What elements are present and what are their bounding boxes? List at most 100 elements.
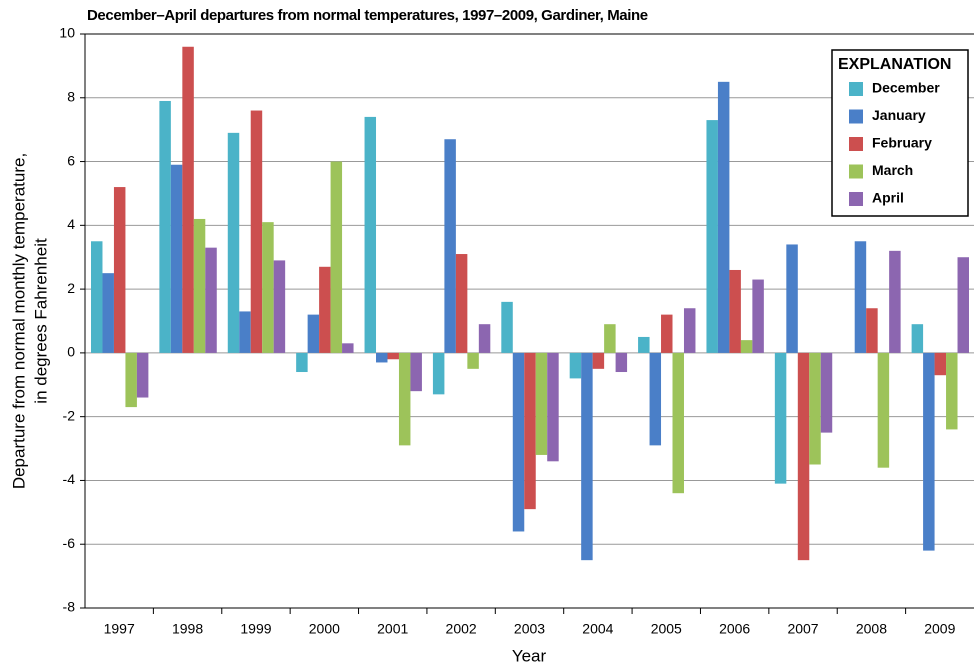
x-tick-label: 2004 <box>582 621 613 637</box>
legend-label: April <box>872 190 904 206</box>
bar <box>273 260 286 353</box>
y-tick-label: -6 <box>63 535 76 551</box>
y-tick-label: 0 <box>67 344 75 360</box>
bar <box>250 110 263 353</box>
legend-label: January <box>872 107 926 123</box>
bar <box>478 324 491 353</box>
chart-title: December–April departures from normal te… <box>87 7 648 24</box>
bar <box>729 269 741 353</box>
x-axis-label: Year <box>512 646 547 665</box>
bar <box>524 352 536 510</box>
legend-label: February <box>872 135 932 151</box>
bar <box>877 352 890 468</box>
bar <box>410 352 422 392</box>
bar <box>342 343 354 353</box>
bar <box>455 254 468 353</box>
y-tick-label: -8 <box>63 599 76 615</box>
x-tick-label: 2003 <box>514 621 545 637</box>
legend-swatch <box>849 164 863 179</box>
bar <box>501 301 513 353</box>
bar <box>535 352 548 455</box>
y-tick-label: -4 <box>63 471 76 487</box>
bar <box>615 352 628 373</box>
bar <box>797 352 810 561</box>
legend-label: March <box>872 162 913 178</box>
bar <box>661 314 673 353</box>
bar <box>512 352 525 532</box>
bar <box>432 352 445 395</box>
bar <box>786 244 798 353</box>
bar <box>923 352 935 551</box>
bar <box>547 352 559 462</box>
legend-label: December <box>872 80 940 96</box>
bar <box>649 352 662 446</box>
x-tick-label: 2009 <box>924 621 955 637</box>
bar <box>934 352 947 376</box>
bar <box>820 352 833 433</box>
x-tick-label: 1999 <box>240 621 271 637</box>
bar <box>113 187 126 353</box>
bar <box>774 352 787 484</box>
y-tick-label: 10 <box>59 25 75 41</box>
bar <box>376 352 388 363</box>
bar <box>957 257 969 353</box>
x-tick-label: 2005 <box>651 621 682 637</box>
y-tick-label: 8 <box>67 88 75 104</box>
bar <box>809 352 821 465</box>
bar <box>866 308 878 353</box>
bar <box>706 120 718 353</box>
x-tick-label: 1998 <box>172 621 203 637</box>
y-axis-label: Departure from normal monthly temperatur… <box>9 153 28 489</box>
legend-swatch <box>849 192 863 206</box>
legend-swatch <box>849 109 863 124</box>
legend-title: EXPLANATION <box>838 56 951 73</box>
bar <box>239 311 251 353</box>
bar <box>125 352 137 408</box>
y-tick-label: 6 <box>67 152 75 168</box>
bar <box>193 218 206 353</box>
bar <box>319 266 331 353</box>
x-tick-label: 2002 <box>446 621 477 637</box>
y-tick-label: 4 <box>67 216 75 232</box>
bar <box>91 241 103 353</box>
bar <box>364 116 377 353</box>
bar <box>740 340 753 353</box>
bar <box>296 352 308 373</box>
bar <box>262 222 274 353</box>
bar <box>170 164 183 353</box>
bar <box>444 139 456 353</box>
x-tick-label: 2008 <box>856 621 887 637</box>
bar <box>159 100 171 353</box>
bar <box>205 247 217 353</box>
bar <box>182 46 194 353</box>
x-tick-label: 2006 <box>719 621 750 637</box>
bar <box>717 81 730 353</box>
legend-swatch <box>849 82 863 96</box>
bar <box>946 352 958 430</box>
y-axis-label: in degrees Fahrenheit <box>31 238 50 404</box>
bar <box>398 352 411 446</box>
bar <box>581 352 593 561</box>
legend-swatch <box>849 137 863 151</box>
x-tick-label: 1997 <box>104 621 135 637</box>
x-tick-label: 2007 <box>787 621 818 637</box>
bar <box>136 352 149 398</box>
x-tick-label: 2000 <box>309 621 340 637</box>
bar <box>672 352 684 494</box>
bar <box>227 132 240 353</box>
y-tick-label: 2 <box>67 280 75 296</box>
bar <box>638 336 650 353</box>
bar <box>889 250 901 353</box>
bar <box>569 352 582 379</box>
bar <box>911 324 924 353</box>
bar <box>592 352 605 369</box>
legend-box <box>831 49 969 217</box>
bar <box>683 308 696 353</box>
bar <box>307 314 320 353</box>
bar <box>387 352 399 360</box>
bar <box>752 279 764 353</box>
bar <box>854 241 867 353</box>
x-tick-label: 2001 <box>377 621 408 637</box>
